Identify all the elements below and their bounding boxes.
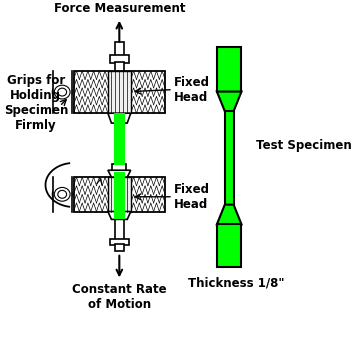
Bar	[74, 177, 165, 211]
Text: Fixed
Head: Fixed Head	[174, 76, 210, 104]
Ellipse shape	[52, 83, 72, 101]
Ellipse shape	[115, 173, 124, 180]
Ellipse shape	[52, 186, 72, 203]
Bar	[115, 220, 124, 241]
Text: Grips for
Holding
Specimen
Firmly: Grips for Holding Specimen Firmly	[4, 74, 68, 132]
Bar	[225, 111, 234, 205]
Text: Test Specimen: Test Specimen	[256, 139, 351, 152]
Bar	[52, 71, 72, 113]
Bar	[108, 177, 131, 211]
Bar	[52, 177, 72, 211]
Polygon shape	[108, 211, 131, 220]
Text: Constant Rate
of Motion: Constant Rate of Motion	[72, 283, 167, 311]
Bar	[109, 55, 129, 63]
Text: Force Measurement: Force Measurement	[53, 2, 185, 15]
Bar	[109, 239, 129, 245]
Polygon shape	[217, 205, 242, 224]
Bar	[112, 164, 126, 174]
Text: Fixed
Head: Fixed Head	[174, 183, 210, 211]
Bar	[115, 42, 124, 57]
Bar	[114, 172, 125, 220]
Polygon shape	[108, 113, 131, 123]
Bar	[115, 62, 124, 72]
Polygon shape	[217, 92, 242, 111]
Bar	[114, 113, 125, 165]
Bar	[115, 244, 124, 251]
Bar	[108, 71, 131, 113]
Bar	[217, 47, 242, 92]
Bar	[116, 172, 123, 178]
Polygon shape	[108, 170, 131, 177]
Bar	[74, 71, 165, 113]
Text: Thickness 1/8": Thickness 1/8"	[188, 276, 284, 290]
Bar	[217, 224, 242, 267]
